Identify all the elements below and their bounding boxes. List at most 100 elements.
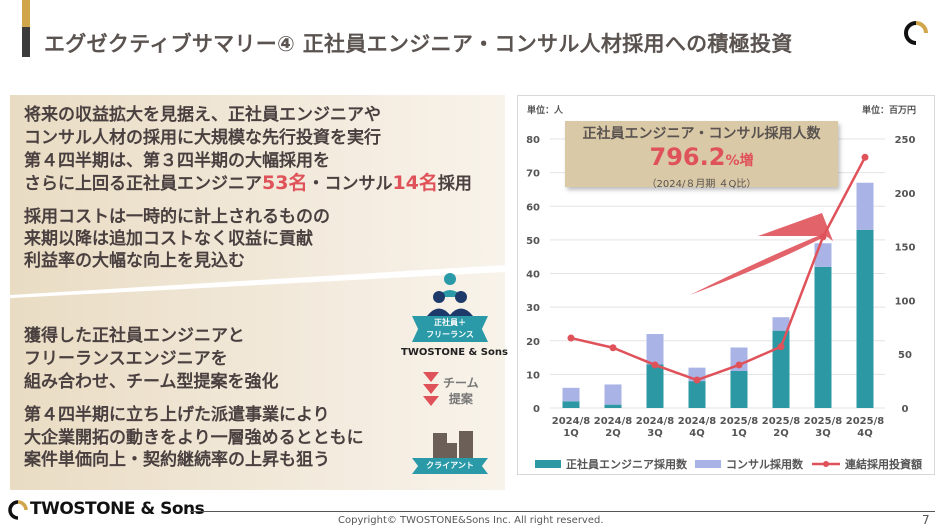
text-line: 獲得した正社員エンジニアと	[24, 326, 245, 346]
page-title: エグゼクティブサマリー④ 正社員エンジニア・コンサル人材採用への積極投資	[44, 32, 793, 56]
y-tick-label: 70	[526, 169, 540, 180]
text-line: フリーランスエンジニアを	[24, 349, 228, 369]
text: 採用	[437, 174, 472, 194]
right-axis-unit: 単位：百万円	[862, 106, 917, 116]
callout-suffix: %増	[725, 153, 754, 169]
legend-swatch	[695, 460, 721, 468]
ribbon-staff: 正社員＋ フリーランス	[412, 316, 488, 342]
x-tick-label: 2025/8	[846, 416, 884, 427]
callout-title: 正社員エンジニア・コンサル採用人数	[582, 126, 821, 142]
x-tick-label: 4Q	[689, 428, 704, 439]
legend-swatch	[535, 460, 561, 468]
text-line: 利益率の大幅な向上を見込む	[24, 251, 245, 271]
text-line: 第４四半期に立ち上げた派遣事業により	[24, 405, 330, 425]
legend-line-swatch	[812, 461, 840, 467]
bar-segment	[814, 266, 832, 408]
text-line: 案件単価向上・契約継続率の上昇も狙う	[24, 450, 330, 470]
summary-panel-top	[10, 95, 505, 295]
y2-tick-label: 50	[898, 350, 912, 361]
chart-container	[517, 95, 935, 475]
x-tick-label: 2025/8	[762, 416, 800, 427]
x-tick-label: 2Q	[605, 428, 620, 439]
consultant-count: 14名	[392, 172, 438, 194]
x-tick-label: 4Q	[857, 428, 872, 439]
x-tick-label: 3Q	[815, 428, 830, 439]
investment-point	[693, 376, 701, 384]
y-tick-label: 50	[526, 236, 540, 247]
page-number: 7	[922, 513, 930, 527]
text: ・コンサル	[307, 174, 393, 194]
bar-segment	[604, 384, 622, 405]
text-line: 採用コストは一時的に計上されるものの	[24, 207, 330, 227]
growth-arrow-icon	[690, 213, 833, 295]
investment-point	[609, 344, 617, 352]
legend-consultant: コンサル採用数	[695, 456, 803, 472]
x-tick-label: 2024/8	[678, 416, 716, 427]
y-tick-label: 80	[526, 135, 540, 146]
bar-segment	[730, 371, 748, 408]
building-icon	[433, 431, 473, 461]
down-arrows-icon	[423, 372, 439, 406]
bar-segment	[562, 387, 580, 402]
legend-investment: 連結採用投資額	[812, 456, 922, 472]
y-tick-label: 0	[533, 404, 540, 415]
engineer-count: 53名	[262, 172, 308, 194]
x-tick-label: 3Q	[647, 428, 662, 439]
bar-segment	[688, 381, 706, 408]
legend-engineer: 正社員エンジニア採用数	[535, 456, 687, 472]
y2-tick-label: 0	[902, 404, 909, 415]
bar-segment	[856, 182, 874, 230]
accent-bar-dark	[22, 27, 30, 57]
bar-segment	[856, 229, 874, 408]
y2-tick-label: 200	[895, 189, 916, 200]
footer-logo-icon	[8, 500, 28, 520]
text-line: 将来の収益拡大を見据え、正社員エンジニアや	[24, 105, 381, 125]
text-line: 来期以降は追加コストなく収益に貢献	[24, 229, 313, 249]
legend-label: 正社員エンジニア採用数	[566, 458, 687, 471]
x-tick-label: 2025/8	[720, 416, 758, 427]
investment-point	[567, 334, 575, 342]
accent-bar	[22, 0, 30, 27]
team-proposal-label: チーム 提案	[443, 376, 479, 406]
text-line: 第４四半期は、第３四半期の大幅採用を	[24, 151, 330, 171]
y-tick-label: 40	[526, 270, 540, 281]
investment-line	[570, 156, 867, 382]
footer-divider	[190, 511, 935, 512]
y-tick-label: 10	[526, 370, 540, 381]
text-line: 大企業開拓の動きをより一層強めるとともに	[24, 428, 364, 448]
y2-tick-label: 250	[895, 135, 916, 146]
bar-segment	[730, 347, 748, 372]
footer-logo: TWOSTONE & Sons	[30, 499, 205, 519]
x-tick-label: 2024/8	[636, 416, 674, 427]
investment-point	[861, 153, 869, 161]
x-tick-label: 1Q	[563, 428, 578, 439]
copyright: Copyright© TWOSTONE&Sons Inc. All right …	[338, 515, 604, 526]
x-tick-label: 2Q	[773, 428, 788, 439]
text-line: さらに上回る正社員エンジニア53名・コンサル14名採用	[24, 168, 472, 195]
text-line: 組み合わせ、チーム型提案を強化	[24, 372, 279, 392]
text: さらに上回る正社員エンジニア	[24, 174, 262, 194]
y2-tick-label: 100	[895, 296, 916, 307]
callout-sub: （2024/８月期 ４Q比）	[646, 179, 757, 190]
x-tick-label: 2024/8	[552, 416, 590, 427]
team-people-icon	[427, 273, 473, 316]
legend-label: 連結採用投資額	[845, 458, 922, 471]
y-tick-label: 20	[526, 337, 540, 348]
legend-label: コンサル採用数	[726, 458, 803, 471]
investment-point	[735, 361, 743, 369]
y-tick-label: 60	[526, 202, 540, 213]
text-line: コンサル人材の採用に大規模な先行投資を実行	[24, 128, 381, 148]
diagram-logo: TWOSTONE & Sons	[401, 347, 508, 358]
summary-panel-bottom	[10, 272, 505, 490]
ribbon-client: クライアント	[412, 458, 488, 474]
x-tick-label: 1Q	[731, 428, 746, 439]
x-tick-label: 2025/8	[804, 416, 842, 427]
x-tick-label: 2024/8	[594, 416, 632, 427]
bar-segment	[604, 404, 622, 408]
y-tick-label: 30	[526, 303, 540, 314]
callout-value: 796.2	[649, 143, 726, 171]
left-axis-unit: 単位：人	[527, 106, 564, 116]
investment-point	[651, 361, 659, 369]
investment-point	[777, 343, 785, 351]
